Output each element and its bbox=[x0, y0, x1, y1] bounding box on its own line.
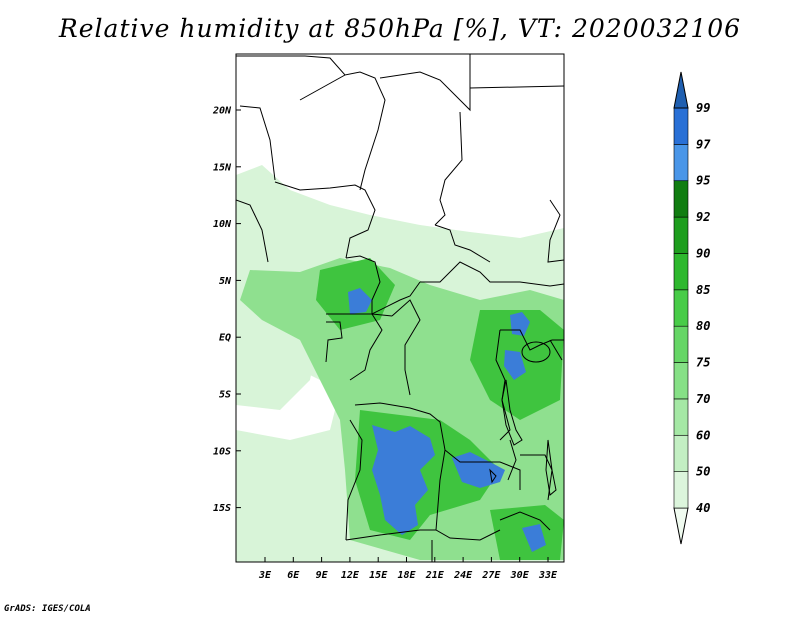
lon-label: 21E bbox=[425, 570, 445, 581]
lon-label: 33E bbox=[538, 570, 558, 581]
lat-label: 15N bbox=[213, 162, 232, 173]
lat-label: 5S bbox=[219, 390, 231, 401]
saturated-patch-east bbox=[504, 350, 526, 380]
colorbar-upper-arrow bbox=[673, 71, 689, 109]
saturated-patch-malawi bbox=[522, 524, 546, 552]
colorbar-label: 92 bbox=[696, 210, 710, 224]
saturated-patch-angola bbox=[372, 425, 435, 535]
colorbar-label: 97 bbox=[696, 137, 711, 151]
colorbar: 40 50 60 70 75 80 85 90 92 95 97 99 bbox=[673, 71, 711, 545]
lake-outlines bbox=[489, 341, 557, 496]
lat-label: 15S bbox=[213, 503, 231, 514]
colorbar-segment bbox=[673, 180, 689, 218]
lat-label: 10N bbox=[213, 219, 232, 230]
map-frame bbox=[235, 53, 565, 563]
lon-label: 6E bbox=[287, 570, 300, 581]
colorbar-segment bbox=[673, 216, 689, 254]
latitude-axis: 20N 15N 10N 5N EQ 5S 10S 15S bbox=[212, 106, 241, 514]
colorbar-label: 40 bbox=[696, 501, 710, 515]
lat-label: 20N bbox=[212, 106, 232, 117]
colorbar-segment bbox=[673, 144, 689, 182]
colorbar-label: 90 bbox=[696, 246, 710, 260]
lon-label: 3E bbox=[258, 570, 272, 581]
lat-label: 5N bbox=[219, 276, 232, 287]
humidity-band-south bbox=[236, 488, 340, 540]
credit-text: GrADS: IGES/COLA bbox=[4, 604, 91, 614]
colorbar-lower-arrow bbox=[673, 507, 689, 545]
colorbar-label: 50 bbox=[696, 465, 710, 479]
map-title: Relative humidity at 850hPa [%], VT: 202… bbox=[58, 14, 742, 43]
colorbar-label: 75 bbox=[696, 356, 710, 370]
lon-label: 27E bbox=[481, 570, 501, 581]
lon-label: 9E bbox=[316, 570, 329, 581]
colorbar-segment bbox=[673, 107, 689, 145]
lon-label: 15E bbox=[369, 570, 388, 581]
lat-label: EQ bbox=[219, 333, 231, 344]
colorbar-segment bbox=[673, 253, 689, 291]
longitude-axis: 3E 6E 9E 12E 15E 18E 21E 24E 27E 30E 33E bbox=[258, 557, 558, 581]
lon-label: 18E bbox=[397, 570, 416, 581]
saturated-patch-cameroon bbox=[348, 288, 372, 314]
colorbar-label: 99 bbox=[696, 101, 710, 115]
lon-label: 24E bbox=[453, 570, 473, 581]
colorbar-segment bbox=[673, 471, 689, 509]
lon-label: 30E bbox=[510, 570, 530, 581]
colorbar-segment bbox=[673, 325, 689, 363]
colorbar-segment bbox=[673, 289, 689, 327]
colorbar-label: 95 bbox=[696, 174, 710, 188]
lon-label: 12E bbox=[341, 570, 360, 581]
colorbar-segment bbox=[673, 434, 689, 472]
colorbar-segment bbox=[673, 362, 689, 400]
colorbar-segment bbox=[673, 398, 689, 436]
colorbar-label: 70 bbox=[696, 392, 710, 406]
humidity-field bbox=[236, 54, 564, 562]
lat-label: 10S bbox=[213, 446, 231, 457]
colorbar-label: 80 bbox=[696, 319, 710, 333]
colorbar-label: 60 bbox=[696, 428, 710, 442]
colorbar-label: 85 bbox=[696, 283, 710, 297]
